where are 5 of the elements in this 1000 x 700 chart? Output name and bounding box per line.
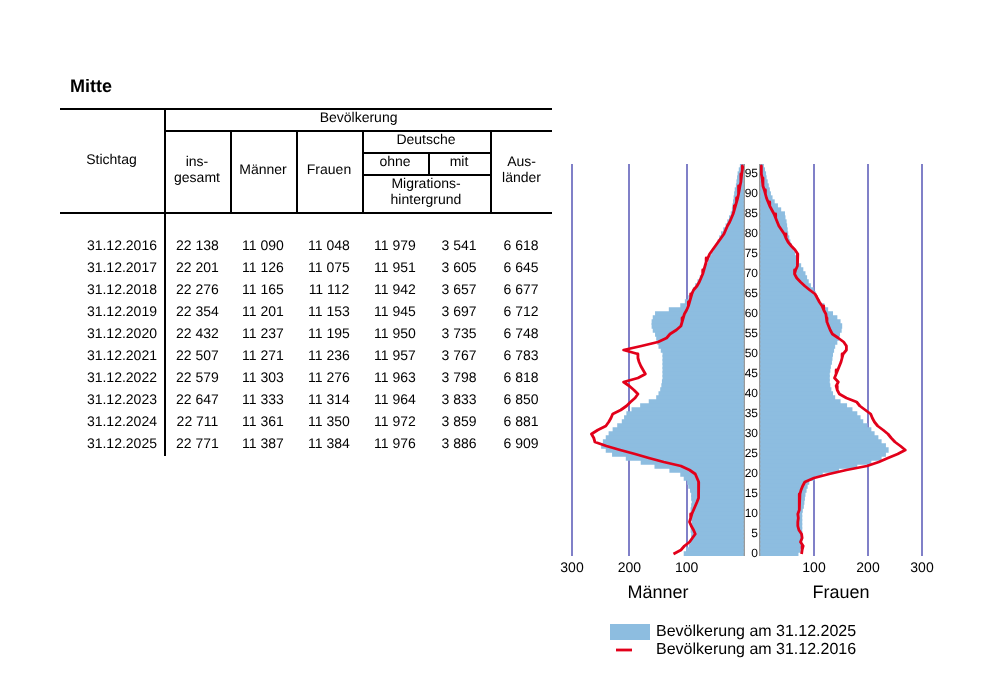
text: Mitte xyxy=(70,76,114,96)
legend-label: Bevölkerung am 31.12.2016 xyxy=(656,640,857,658)
x-axis-title: Frauen xyxy=(812,582,870,603)
legend-label: Bevölkerung am 31.12.2025 xyxy=(656,622,857,640)
x-axis-title: Männer xyxy=(627,582,689,603)
